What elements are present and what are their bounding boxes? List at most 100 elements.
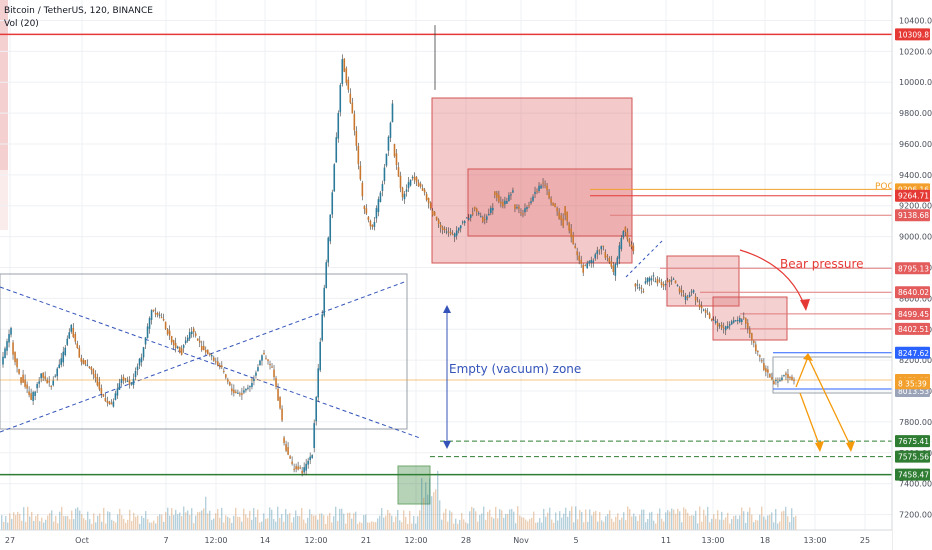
volume-bar <box>29 516 31 530</box>
volume-legend[interactable]: Vol (20) <box>4 19 39 29</box>
volume-bar <box>109 512 111 530</box>
volume-bar <box>399 520 401 530</box>
price-tag: 7575.56 <box>895 450 930 463</box>
volume-bar <box>721 511 723 530</box>
candle-body <box>502 201 504 207</box>
price-tag: 8402.51 <box>895 322 930 335</box>
volume-bar <box>221 507 223 530</box>
distribution-box-inner <box>467 168 633 237</box>
volume-bar <box>453 523 455 530</box>
volume-bar <box>267 518 269 530</box>
volume-bar <box>81 514 83 530</box>
volume-bar <box>751 514 753 530</box>
candle-body <box>720 324 723 328</box>
volume-bar <box>723 519 725 530</box>
volume-bar <box>785 506 787 530</box>
volume-bar <box>441 519 443 530</box>
volume-bar <box>207 513 209 530</box>
price-tag-bg <box>895 189 930 202</box>
volume-bar <box>125 522 127 530</box>
price-tick-label: 9600.00 <box>899 140 932 149</box>
price-tag-text: 8499.45 <box>898 310 929 319</box>
volume-bar <box>537 522 539 530</box>
candle-body <box>60 358 63 365</box>
candle-body <box>606 255 609 258</box>
symbol-legend[interactable]: Bitcoin / TetherUS, 120, BINANCE <box>4 6 153 16</box>
volume-bar <box>629 509 631 530</box>
volume-bar <box>597 521 599 530</box>
price-tag-extra-text: 8013.53 <box>898 387 929 396</box>
volume-bar <box>429 478 431 530</box>
candle-body <box>309 456 311 461</box>
candle-body <box>453 233 456 238</box>
volume-bar <box>511 508 513 530</box>
volume-bar <box>533 511 535 530</box>
volume-bar <box>175 509 177 530</box>
trendline-ascending <box>0 280 408 433</box>
candle-body <box>52 380 54 386</box>
bear-pressure-label: Bear pressure <box>780 257 864 271</box>
candle-body <box>576 251 578 256</box>
candle-body <box>624 226 627 233</box>
volume-bars <box>1 470 797 530</box>
volume-bar <box>477 521 479 530</box>
volume-bar <box>95 522 97 530</box>
volume-bar <box>233 515 235 530</box>
volume-bar <box>371 521 373 530</box>
volume-bar <box>51 510 53 530</box>
candle-body <box>204 350 207 353</box>
candle-body <box>22 374 24 383</box>
candle-body <box>208 353 211 356</box>
time-tick-label: 11 <box>661 536 671 545</box>
candle-body <box>439 224 442 228</box>
volume-bar <box>513 511 515 530</box>
candle-body <box>698 304 701 308</box>
candle-body <box>552 202 554 206</box>
volume-bar <box>677 508 679 530</box>
volume-bar <box>225 515 227 530</box>
volume-bar <box>655 523 657 530</box>
volume-bar <box>127 519 129 530</box>
candle-body <box>680 290 683 293</box>
candle-body <box>494 191 496 196</box>
candle-body <box>241 393 243 395</box>
candle-body <box>634 283 637 287</box>
candle-body <box>108 401 111 404</box>
candle-body <box>329 214 332 242</box>
price-tag-bg <box>895 209 930 222</box>
volume-bar <box>283 521 285 530</box>
candle-body <box>6 341 8 351</box>
candle-body <box>411 176 414 178</box>
volume-bar <box>755 519 757 530</box>
volume-bar <box>133 512 135 530</box>
candle-body <box>504 200 506 205</box>
candle-body <box>732 320 735 323</box>
candle-body <box>570 228 572 238</box>
time-axis-ticks: 27 Oct 7 12:00 14 12:00 21 12:00 28 Nov 5 11 13:00 18… <box>5 536 870 545</box>
left-edge-zone <box>0 0 8 230</box>
candle-body <box>538 185 540 191</box>
volume-bar <box>637 520 639 530</box>
candle-body <box>233 389 235 394</box>
volume-bar <box>645 522 647 530</box>
volume-bar <box>421 478 423 530</box>
volume-bar <box>323 515 325 530</box>
volume-bar <box>19 513 21 530</box>
volume-bar <box>547 512 549 530</box>
candle-body <box>371 224 374 227</box>
volume-bar <box>75 508 77 530</box>
candle-body <box>225 374 227 378</box>
candle-body <box>118 383 121 390</box>
volume-bar <box>709 522 711 530</box>
candle-body <box>319 341 322 371</box>
candle-body <box>455 230 458 236</box>
candle-body <box>628 239 631 244</box>
volume-bar <box>415 523 417 530</box>
volume-bar <box>251 519 253 530</box>
consolidation-box <box>0 273 408 430</box>
candle-body <box>604 252 607 258</box>
candle-body <box>512 190 514 193</box>
candle-body <box>648 277 651 282</box>
candle-body <box>564 206 566 216</box>
